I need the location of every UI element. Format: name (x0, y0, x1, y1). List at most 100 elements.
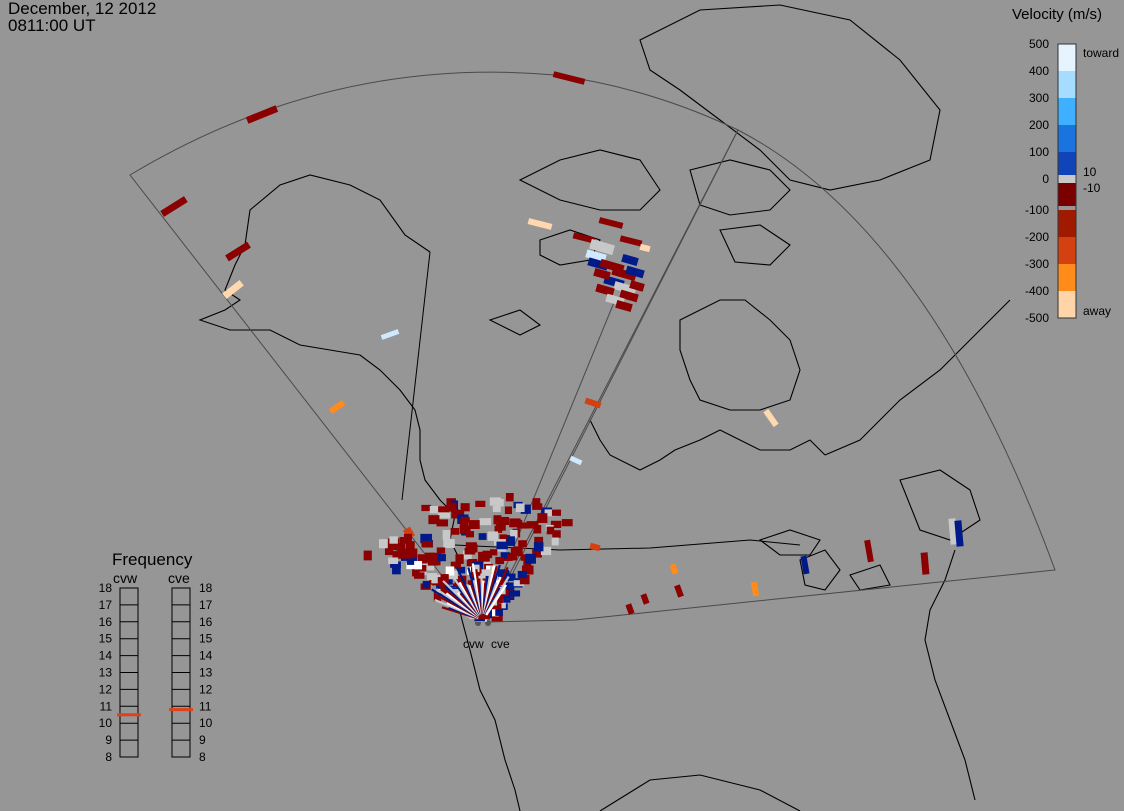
velocity-cell (503, 595, 511, 603)
velocity-cell (527, 218, 553, 230)
velocity-cell (387, 540, 396, 551)
coastlines (198, 4, 1011, 811)
velocity-cell (450, 561, 461, 569)
velocity-cell (409, 548, 418, 558)
fov-outlines (129, 71, 1056, 623)
frequency-col-cve: cve (168, 570, 190, 586)
frequency-level-label: 8 (105, 750, 112, 764)
velocity-cell (403, 526, 415, 540)
colorbar-tick-label: -100 (1025, 203, 1049, 217)
velocity-cell (640, 593, 650, 605)
velocity-cell (438, 512, 451, 519)
timestamp: December, 12 2012 0811:00 UT (8, 0, 156, 34)
velocity-cell (390, 561, 401, 568)
velocity-cell (378, 539, 388, 549)
velocity-cell (406, 555, 418, 565)
velocity-cell (954, 520, 964, 547)
velocity-cell (669, 563, 679, 575)
velocity-cell (595, 283, 615, 297)
velocity-cell (436, 547, 446, 554)
velocity-cell (546, 526, 555, 535)
velocity-cell (454, 575, 467, 585)
cve-fov (487, 129, 1056, 623)
velocity-cell (406, 562, 415, 570)
frequency-boxes: 18 17 16 15 14 13 12 11 10 9 8 18 17 16 15 14 13 12 11 10 9 8 (99, 581, 213, 764)
velocity-cell (561, 519, 573, 527)
velocity-cell (475, 500, 486, 508)
velocity-cell (526, 521, 539, 529)
frequency-level-label: 13 (199, 666, 213, 680)
velocity-cell (392, 551, 404, 559)
velocity-cell (619, 289, 639, 303)
velocity-cell (493, 515, 502, 525)
frequency-level-label: 8 (199, 750, 206, 764)
velocity-cell (481, 569, 490, 576)
velocity-cell (424, 552, 436, 562)
colorbar-segment (1058, 44, 1076, 71)
velocity-cell (433, 591, 442, 602)
velocity-cell (518, 540, 527, 548)
velocity-cell (505, 493, 514, 502)
velocity-cell (532, 498, 541, 509)
velocity-cell (468, 520, 480, 529)
velocity-cell (521, 565, 534, 575)
away-label: away (1083, 304, 1111, 318)
velocity-cell (414, 560, 423, 570)
velocity-colorbar (1057, 43, 1077, 319)
velocity-cell (500, 516, 510, 526)
velocity-cell (442, 529, 451, 540)
velocity-cell (621, 253, 639, 267)
velocity-cell (498, 598, 506, 609)
frequency-level-label: 15 (199, 632, 213, 646)
velocity-cell (508, 573, 516, 581)
velocity-cell (800, 555, 810, 575)
velocity-cell (503, 582, 515, 592)
colorbar-frame (1057, 43, 1077, 319)
velocity-cell (750, 581, 760, 597)
colorbar-segment (1058, 183, 1076, 206)
velocity-cell (552, 530, 561, 538)
velocity-colorbar-ticks: 500 400 300 200 100 0 -100 -200 -300 -400 -500 (1025, 37, 1049, 325)
frequency-level-label: 11 (199, 699, 212, 713)
velocity-cell (429, 505, 439, 514)
velocity-cell (520, 554, 528, 561)
velocity-cell (613, 281, 637, 295)
frequency-level-label: 14 (99, 649, 113, 663)
velocity-cell (427, 573, 438, 581)
velocity-cell (511, 519, 523, 527)
velocity-cell (508, 590, 521, 597)
colorbar-tick-label: 400 (1029, 64, 1049, 78)
colorbar-tick-label: -300 (1025, 257, 1049, 271)
velocity-cell (443, 539, 455, 548)
velocity-cell (490, 607, 499, 617)
frequency-title: Frequency (112, 550, 193, 569)
velocity-cell (639, 243, 651, 253)
colorbar-segment (1058, 237, 1076, 264)
velocity-cell (465, 531, 474, 538)
velocity-cell (472, 564, 480, 573)
velocity-cell (438, 506, 450, 513)
colorbar-tick-label: 100 (1029, 145, 1049, 159)
frequency-level-label: 10 (99, 716, 113, 730)
toward-label: toward (1083, 46, 1119, 60)
velocity-cell (537, 513, 548, 523)
velocity-cell (392, 564, 401, 575)
velocity-cell (510, 529, 518, 538)
frequency-level-label: 9 (105, 733, 112, 747)
positive-threshold-label: 10 (1083, 165, 1097, 179)
velocity-cell (429, 552, 442, 562)
velocity-cell (245, 105, 279, 124)
velocity-cell (380, 329, 400, 340)
velocity-cell (517, 570, 527, 579)
cvw-label: cvw (463, 637, 484, 651)
velocity-cell (449, 502, 457, 511)
velocity-cell (436, 519, 448, 527)
colorbar-tick-label: -500 (1025, 311, 1049, 325)
velocity-cell (421, 540, 433, 548)
velocity-cell (492, 505, 501, 513)
velocity-cell (427, 559, 438, 566)
velocity-cell (585, 249, 607, 263)
colorbar-tick-label: -200 (1025, 230, 1049, 244)
velocity-cell (455, 554, 464, 564)
velocity-cell (615, 299, 633, 313)
